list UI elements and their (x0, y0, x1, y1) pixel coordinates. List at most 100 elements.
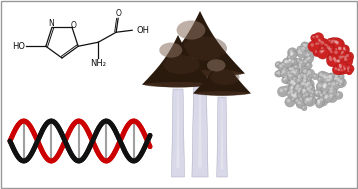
Circle shape (298, 88, 301, 91)
Circle shape (287, 99, 290, 102)
Circle shape (291, 80, 293, 82)
Circle shape (301, 91, 307, 96)
Circle shape (296, 99, 305, 109)
Circle shape (314, 75, 316, 77)
Circle shape (336, 41, 339, 45)
Circle shape (328, 48, 332, 51)
Circle shape (333, 58, 336, 61)
Circle shape (348, 70, 349, 72)
Circle shape (315, 50, 317, 53)
Circle shape (291, 93, 294, 96)
Circle shape (320, 49, 326, 56)
Circle shape (289, 57, 299, 68)
Circle shape (331, 56, 340, 65)
Circle shape (318, 84, 322, 87)
Circle shape (339, 64, 342, 67)
Polygon shape (221, 99, 223, 169)
Circle shape (326, 77, 334, 85)
Circle shape (314, 90, 321, 97)
Circle shape (297, 49, 300, 52)
Circle shape (297, 46, 302, 51)
Circle shape (323, 74, 326, 78)
Circle shape (333, 57, 335, 59)
Circle shape (298, 48, 304, 53)
Circle shape (291, 92, 302, 103)
Circle shape (282, 70, 285, 73)
Circle shape (315, 43, 318, 45)
Circle shape (285, 60, 287, 63)
Circle shape (335, 45, 346, 55)
Circle shape (316, 101, 323, 108)
Circle shape (335, 73, 338, 77)
Circle shape (302, 90, 305, 92)
Circle shape (288, 66, 296, 74)
Circle shape (326, 76, 328, 78)
Circle shape (296, 73, 306, 83)
Circle shape (308, 41, 319, 52)
Circle shape (281, 73, 283, 74)
Circle shape (333, 76, 340, 84)
Circle shape (293, 64, 300, 71)
Circle shape (292, 81, 296, 85)
Circle shape (308, 95, 316, 103)
Circle shape (331, 38, 338, 45)
Circle shape (303, 51, 314, 62)
Circle shape (294, 68, 300, 74)
Circle shape (304, 80, 306, 81)
Circle shape (301, 77, 310, 87)
Circle shape (296, 50, 302, 56)
Circle shape (324, 82, 327, 86)
Circle shape (289, 67, 292, 70)
Circle shape (308, 71, 311, 74)
Circle shape (338, 47, 341, 50)
Ellipse shape (144, 82, 212, 87)
Circle shape (335, 57, 345, 67)
Circle shape (324, 74, 332, 82)
Text: O: O (115, 9, 121, 18)
Circle shape (318, 38, 329, 50)
Circle shape (332, 65, 342, 75)
Circle shape (334, 67, 337, 70)
Circle shape (328, 75, 332, 78)
Text: OH: OH (136, 26, 149, 35)
Circle shape (332, 48, 343, 60)
Circle shape (290, 66, 297, 74)
Circle shape (275, 70, 281, 77)
Circle shape (301, 105, 307, 111)
Circle shape (344, 67, 346, 69)
Circle shape (333, 40, 339, 46)
Circle shape (337, 68, 340, 71)
Circle shape (286, 59, 293, 66)
Circle shape (327, 81, 334, 88)
Circle shape (333, 74, 342, 83)
Circle shape (340, 75, 342, 77)
Circle shape (302, 75, 310, 82)
Circle shape (323, 86, 326, 88)
Circle shape (328, 87, 334, 92)
Circle shape (302, 43, 305, 46)
Circle shape (305, 85, 315, 95)
Circle shape (339, 74, 344, 79)
Circle shape (304, 60, 307, 63)
Circle shape (310, 97, 312, 100)
Polygon shape (176, 91, 179, 168)
Circle shape (326, 73, 337, 84)
Circle shape (303, 96, 313, 105)
Ellipse shape (176, 21, 205, 40)
Polygon shape (217, 97, 227, 177)
Circle shape (324, 77, 333, 86)
Circle shape (303, 79, 306, 82)
Circle shape (291, 80, 295, 83)
Circle shape (330, 78, 332, 80)
Circle shape (300, 98, 302, 101)
Circle shape (290, 78, 299, 87)
Circle shape (315, 41, 323, 48)
Circle shape (338, 82, 343, 88)
Circle shape (290, 53, 293, 55)
Circle shape (335, 76, 344, 85)
Circle shape (327, 46, 330, 49)
Circle shape (322, 94, 331, 103)
Circle shape (289, 50, 293, 53)
Circle shape (278, 71, 280, 73)
Circle shape (342, 47, 349, 54)
